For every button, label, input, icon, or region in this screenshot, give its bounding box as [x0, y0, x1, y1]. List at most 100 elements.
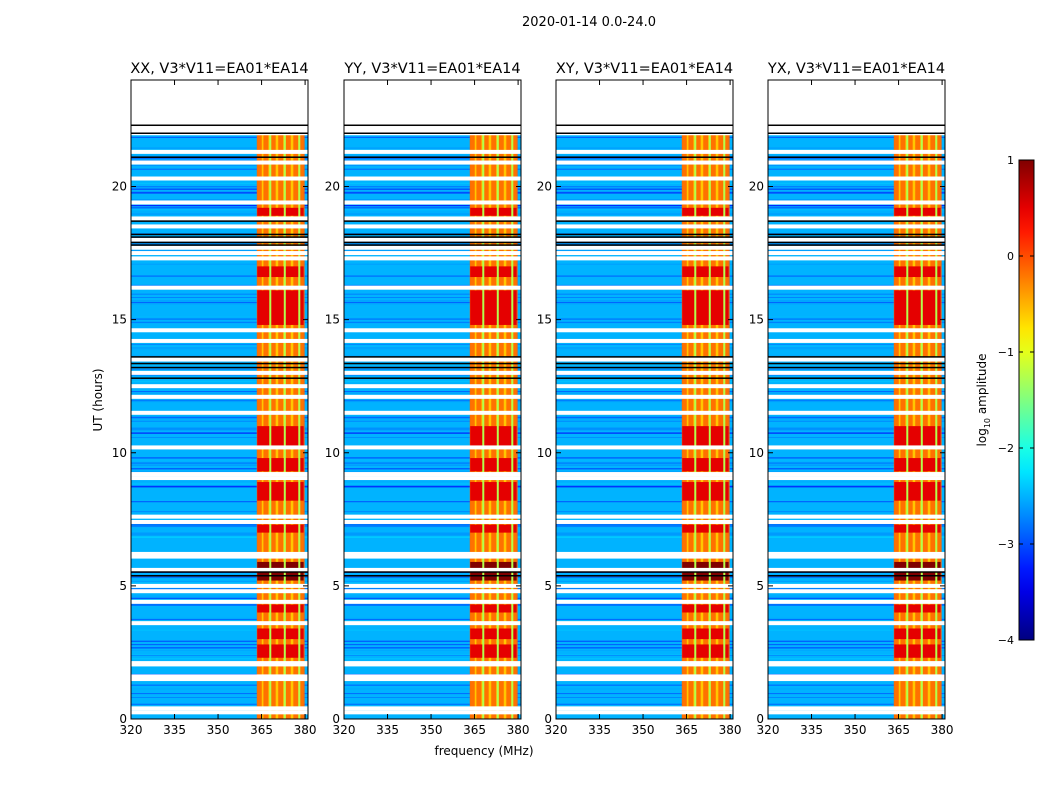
flag-line: [131, 356, 308, 358]
noise-streak: [556, 573, 733, 575]
noise-streak: [768, 500, 945, 503]
x-tick-label: 335: [800, 723, 823, 737]
strong-rfi-block: [682, 266, 729, 278]
flagged-row: [768, 583, 945, 588]
noise-streak: [344, 193, 521, 194]
flagged-row: [344, 445, 521, 450]
noise-streak: [131, 524, 308, 526]
strong-rfi-block: [257, 644, 304, 658]
noise-streak: [131, 703, 308, 705]
panel-4: YX, V3*V11=EA01*EA14 320 335 350 365 380 0 5 10 1…: [749, 61, 954, 737]
noise-streak: [556, 155, 733, 157]
flagged-row: [131, 251, 308, 256]
noise-streak: [556, 199, 733, 201]
x-tick-label: 320: [333, 723, 356, 737]
y-tick-label: 0: [119, 712, 127, 726]
noise-streak: [768, 485, 945, 487]
noise-streak: [131, 604, 308, 606]
flagged-row: [131, 710, 308, 715]
noise-streak: [556, 417, 733, 419]
flag-line: [768, 362, 945, 365]
flagged-row: [131, 160, 308, 165]
noise-streak: [131, 580, 308, 582]
flagged-row: [344, 256, 521, 261]
strong-rfi-block: [894, 644, 941, 658]
flagged-row: [344, 237, 521, 242]
rfi-gap: [935, 133, 938, 719]
strong-rfi-block: [894, 458, 941, 472]
noise-streak: [131, 401, 308, 403]
flagged-row: [131, 514, 308, 519]
flag-line: [768, 575, 945, 577]
noise-streak: [344, 579, 521, 581]
noise-streak: [344, 604, 521, 606]
noise-streak: [768, 186, 945, 188]
noise-streak: [344, 524, 521, 526]
noise-streak: [768, 595, 945, 597]
noise-streak: [344, 595, 521, 597]
noise-streak: [768, 348, 945, 350]
y-tick-label: 10: [537, 446, 552, 460]
noise-streak: [556, 193, 733, 194]
flagged-row: [556, 472, 733, 477]
rfi-gap: [708, 133, 711, 719]
flagged-row: [344, 514, 521, 519]
noise-streak: [131, 207, 308, 209]
flag-line: [556, 124, 733, 127]
noise-streak: [344, 416, 521, 418]
flag-line: [344, 236, 521, 238]
noise-streak: [344, 573, 521, 575]
noise-streak: [344, 703, 521, 705]
noise-streak: [556, 643, 733, 646]
noise-streak: [556, 464, 733, 466]
strong-rfi-block: [470, 644, 517, 658]
flagged-row: [768, 551, 945, 556]
noise-streak: [131, 420, 308, 422]
flag-line: [556, 356, 733, 358]
noise-streak: [768, 462, 945, 464]
colorbar-label-suffix: amplitude: [975, 354, 989, 418]
noise-streak: [131, 688, 308, 690]
x-tick-label: 365: [463, 723, 486, 737]
noise-streak: [131, 205, 308, 206]
noise-streak: [131, 249, 308, 251]
flagged-row: [556, 200, 733, 205]
rfi-gap: [511, 133, 514, 719]
flagged-row: [556, 328, 733, 333]
noise-streak: [556, 526, 733, 528]
noise-streak: [344, 294, 521, 295]
noise-streak: [344, 205, 521, 206]
noise-streak: [556, 658, 733, 660]
strong-rfi-block: [682, 604, 729, 613]
flag-line: [768, 356, 945, 358]
flag-line: [556, 241, 733, 244]
flagged-row: [344, 589, 521, 594]
noise-streak: [556, 188, 733, 190]
noise-streak: [131, 392, 308, 394]
noise-streak: [768, 155, 945, 157]
noise-streak: [344, 692, 521, 694]
flagged-row: [131, 176, 308, 181]
y-axis-label: UT (hours): [91, 368, 105, 431]
flag-line: [344, 132, 521, 134]
flagged-row: [344, 476, 521, 481]
noise-streak: [768, 191, 945, 194]
colorbar-label: log10 amplitude: [975, 354, 992, 447]
flag-line: [556, 571, 733, 573]
noise-streak: [768, 205, 945, 206]
noise-streak: [131, 658, 308, 660]
noise-streak: [344, 582, 521, 584]
noise-streak: [131, 364, 308, 366]
noise-streak: [344, 213, 521, 215]
noise-streak: [768, 182, 945, 184]
flag-line: [131, 156, 308, 158]
noise-streak: [768, 617, 945, 620]
noise-streak: [344, 480, 521, 482]
x-tick-label: 335: [376, 723, 399, 737]
flag-line: [556, 156, 733, 158]
noise-streak: [131, 391, 308, 393]
noise-streak: [131, 617, 308, 620]
heatmap-body: [556, 124, 733, 719]
noise-streak: [556, 703, 733, 705]
noise-streak: [131, 640, 308, 642]
